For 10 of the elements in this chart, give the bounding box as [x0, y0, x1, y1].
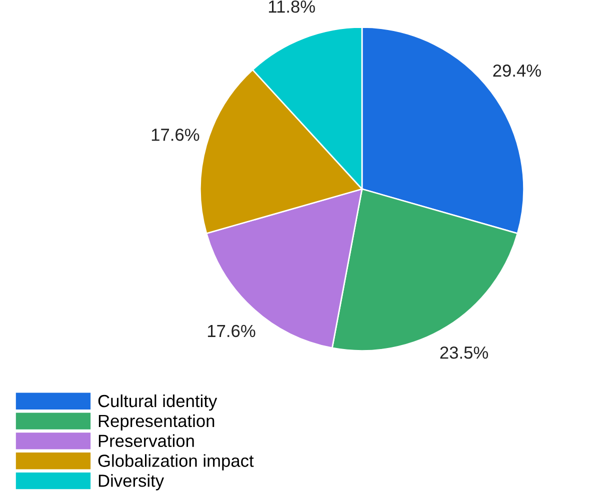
- legend-label: Representation: [98, 414, 214, 431]
- data-label: 17.6%: [208, 324, 256, 338]
- data-label: 23.5%: [440, 346, 488, 359]
- data-label: 29.4%: [493, 64, 541, 77]
- data-label: 17.6%: [152, 128, 200, 141]
- legend-label: Preservation: [98, 434, 194, 448]
- legend-label: Globalization impact: [98, 454, 254, 470]
- legend-label: Cultural identity: [98, 394, 218, 411]
- legend-label: Diversity: [98, 474, 164, 490]
- data-label: 11.8%: [268, 0, 315, 13]
